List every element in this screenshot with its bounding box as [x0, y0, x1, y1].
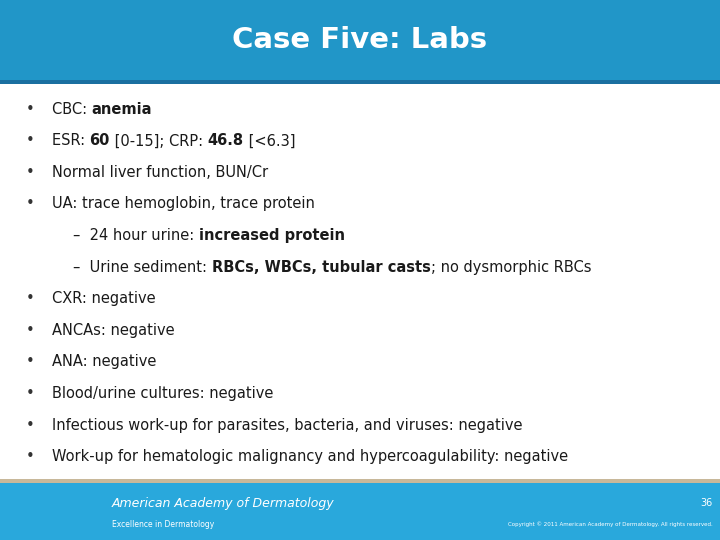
Text: RBCs, WBCs, tubular casts: RBCs, WBCs, tubular casts: [212, 260, 431, 275]
FancyBboxPatch shape: [0, 479, 720, 483]
Text: Copyright © 2011 American Academy of Dermatology. All rights reserved.: Copyright © 2011 American Academy of Der…: [508, 521, 713, 527]
Text: CXR: negative: CXR: negative: [52, 291, 156, 306]
Text: American Academy of Dermatology: American Academy of Dermatology: [112, 497, 334, 510]
Text: •: •: [26, 449, 35, 464]
Text: •: •: [26, 417, 35, 433]
Text: 60: 60: [89, 133, 110, 148]
Text: •: •: [26, 291, 35, 306]
Text: •: •: [26, 354, 35, 369]
Text: Blood/urine cultures: negative: Blood/urine cultures: negative: [52, 386, 273, 401]
Text: anemia: anemia: [91, 102, 152, 117]
Text: CBC:: CBC:: [52, 102, 91, 117]
Text: –  24 hour urine:: – 24 hour urine:: [73, 228, 199, 243]
Text: [<6.3]: [<6.3]: [244, 133, 295, 148]
Text: Infectious work-up for parasites, bacteria, and viruses: negative: Infectious work-up for parasites, bacter…: [52, 417, 522, 433]
FancyBboxPatch shape: [0, 0, 720, 80]
Text: ESR:: ESR:: [52, 133, 89, 148]
Text: Work-up for hematologic malignancy and hypercoagulability: negative: Work-up for hematologic malignancy and h…: [52, 449, 568, 464]
Text: 46.8: 46.8: [207, 133, 244, 148]
Text: [0-15]; CRP:: [0-15]; CRP:: [110, 133, 207, 148]
Text: 36: 36: [701, 498, 713, 508]
Text: •: •: [26, 102, 35, 117]
Text: •: •: [26, 323, 35, 338]
Text: ANA: negative: ANA: negative: [52, 354, 156, 369]
Text: •: •: [26, 386, 35, 401]
Text: –  Urine sediment:: – Urine sediment:: [73, 260, 212, 275]
Text: UA: trace hemoglobin, trace protein: UA: trace hemoglobin, trace protein: [52, 197, 315, 212]
Text: ANCAs: negative: ANCAs: negative: [52, 323, 174, 338]
Text: ; no dysmorphic RBCs: ; no dysmorphic RBCs: [431, 260, 591, 275]
Text: •: •: [26, 197, 35, 212]
FancyBboxPatch shape: [0, 483, 720, 540]
FancyBboxPatch shape: [0, 80, 720, 84]
Text: •: •: [26, 165, 35, 180]
Text: increased protein: increased protein: [199, 228, 346, 243]
Text: Case Five: Labs: Case Five: Labs: [233, 26, 487, 54]
Text: •: •: [26, 133, 35, 148]
Text: Normal liver function, BUN/Cr: Normal liver function, BUN/Cr: [52, 165, 268, 180]
Text: Excellence in Dermatology: Excellence in Dermatology: [112, 519, 214, 529]
